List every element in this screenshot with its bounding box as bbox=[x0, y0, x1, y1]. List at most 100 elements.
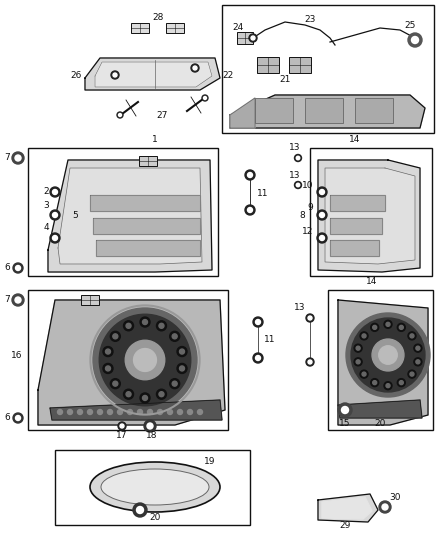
Circle shape bbox=[296, 156, 300, 160]
Circle shape bbox=[360, 370, 368, 378]
Circle shape bbox=[172, 334, 177, 339]
Text: 16: 16 bbox=[11, 351, 22, 359]
Circle shape bbox=[13, 263, 23, 273]
Circle shape bbox=[198, 409, 202, 415]
Circle shape bbox=[306, 314, 314, 322]
Text: 14: 14 bbox=[366, 278, 378, 287]
Circle shape bbox=[356, 346, 360, 350]
Polygon shape bbox=[325, 168, 415, 264]
Text: 7: 7 bbox=[4, 154, 10, 163]
Circle shape bbox=[408, 332, 416, 340]
Circle shape bbox=[177, 409, 183, 415]
Circle shape bbox=[411, 36, 418, 44]
Text: 9: 9 bbox=[307, 204, 313, 213]
Circle shape bbox=[142, 320, 148, 325]
Polygon shape bbox=[93, 218, 200, 234]
Circle shape bbox=[247, 173, 252, 177]
Circle shape bbox=[317, 233, 327, 243]
Circle shape bbox=[408, 33, 422, 47]
Text: 20: 20 bbox=[374, 418, 386, 427]
Circle shape bbox=[120, 424, 124, 428]
Circle shape bbox=[410, 334, 414, 338]
Text: 30: 30 bbox=[389, 492, 401, 502]
Circle shape bbox=[317, 210, 327, 220]
Circle shape bbox=[111, 71, 119, 79]
Circle shape bbox=[124, 389, 134, 399]
Circle shape bbox=[253, 317, 263, 327]
Text: 22: 22 bbox=[223, 70, 233, 79]
Circle shape bbox=[15, 416, 21, 421]
Circle shape bbox=[191, 64, 199, 72]
Circle shape bbox=[372, 339, 404, 371]
Text: 7: 7 bbox=[4, 295, 10, 304]
Circle shape bbox=[251, 36, 255, 40]
Circle shape bbox=[346, 313, 430, 397]
Circle shape bbox=[15, 155, 21, 161]
Circle shape bbox=[13, 413, 23, 423]
Circle shape bbox=[113, 334, 118, 339]
Circle shape bbox=[245, 205, 255, 215]
Polygon shape bbox=[318, 494, 378, 522]
Circle shape bbox=[294, 182, 301, 189]
Circle shape bbox=[134, 349, 156, 372]
Circle shape bbox=[12, 294, 24, 306]
Circle shape bbox=[53, 190, 57, 195]
Circle shape bbox=[386, 322, 390, 326]
Text: 6: 6 bbox=[4, 263, 10, 272]
Text: 10: 10 bbox=[301, 181, 313, 190]
Circle shape bbox=[317, 187, 327, 197]
Text: 11: 11 bbox=[257, 189, 269, 198]
Circle shape bbox=[204, 96, 206, 100]
Circle shape bbox=[138, 409, 142, 415]
Circle shape bbox=[103, 364, 113, 374]
Circle shape bbox=[117, 112, 123, 118]
Circle shape bbox=[118, 422, 126, 430]
Bar bbox=[310, 148, 432, 276]
Circle shape bbox=[167, 409, 173, 415]
Circle shape bbox=[379, 346, 397, 364]
Text: 17: 17 bbox=[116, 432, 128, 440]
Circle shape bbox=[362, 372, 366, 376]
Circle shape bbox=[177, 364, 187, 374]
Circle shape bbox=[107, 409, 113, 415]
Text: 3: 3 bbox=[43, 200, 49, 209]
Circle shape bbox=[202, 95, 208, 101]
Text: 1: 1 bbox=[152, 135, 158, 144]
Text: 28: 28 bbox=[152, 13, 164, 22]
Text: 15: 15 bbox=[339, 418, 351, 427]
Circle shape bbox=[142, 395, 148, 400]
Circle shape bbox=[397, 378, 405, 386]
Circle shape bbox=[338, 403, 352, 417]
Text: 27: 27 bbox=[156, 110, 168, 119]
Circle shape bbox=[373, 325, 377, 329]
Polygon shape bbox=[322, 497, 372, 519]
Circle shape bbox=[15, 265, 21, 271]
Circle shape bbox=[127, 409, 133, 415]
Circle shape bbox=[386, 384, 390, 387]
Circle shape bbox=[306, 358, 314, 366]
Circle shape bbox=[354, 344, 362, 352]
Circle shape bbox=[140, 393, 150, 403]
Circle shape bbox=[187, 409, 192, 415]
Polygon shape bbox=[330, 195, 385, 211]
Polygon shape bbox=[330, 218, 382, 234]
Circle shape bbox=[133, 503, 147, 517]
Circle shape bbox=[416, 346, 420, 350]
Circle shape bbox=[140, 317, 150, 327]
Circle shape bbox=[50, 233, 60, 243]
Circle shape bbox=[414, 344, 422, 352]
Bar bbox=[28, 148, 218, 276]
Circle shape bbox=[147, 423, 153, 429]
Circle shape bbox=[113, 381, 118, 386]
Circle shape bbox=[362, 334, 366, 338]
Circle shape bbox=[360, 332, 368, 340]
Polygon shape bbox=[95, 62, 212, 87]
Circle shape bbox=[170, 332, 180, 341]
Bar bbox=[255, 98, 293, 123]
Circle shape bbox=[356, 360, 360, 364]
Text: 12: 12 bbox=[302, 228, 313, 237]
Text: 13: 13 bbox=[289, 143, 301, 152]
Circle shape bbox=[382, 504, 388, 510]
Circle shape bbox=[397, 324, 405, 332]
Text: 25: 25 bbox=[404, 20, 416, 29]
